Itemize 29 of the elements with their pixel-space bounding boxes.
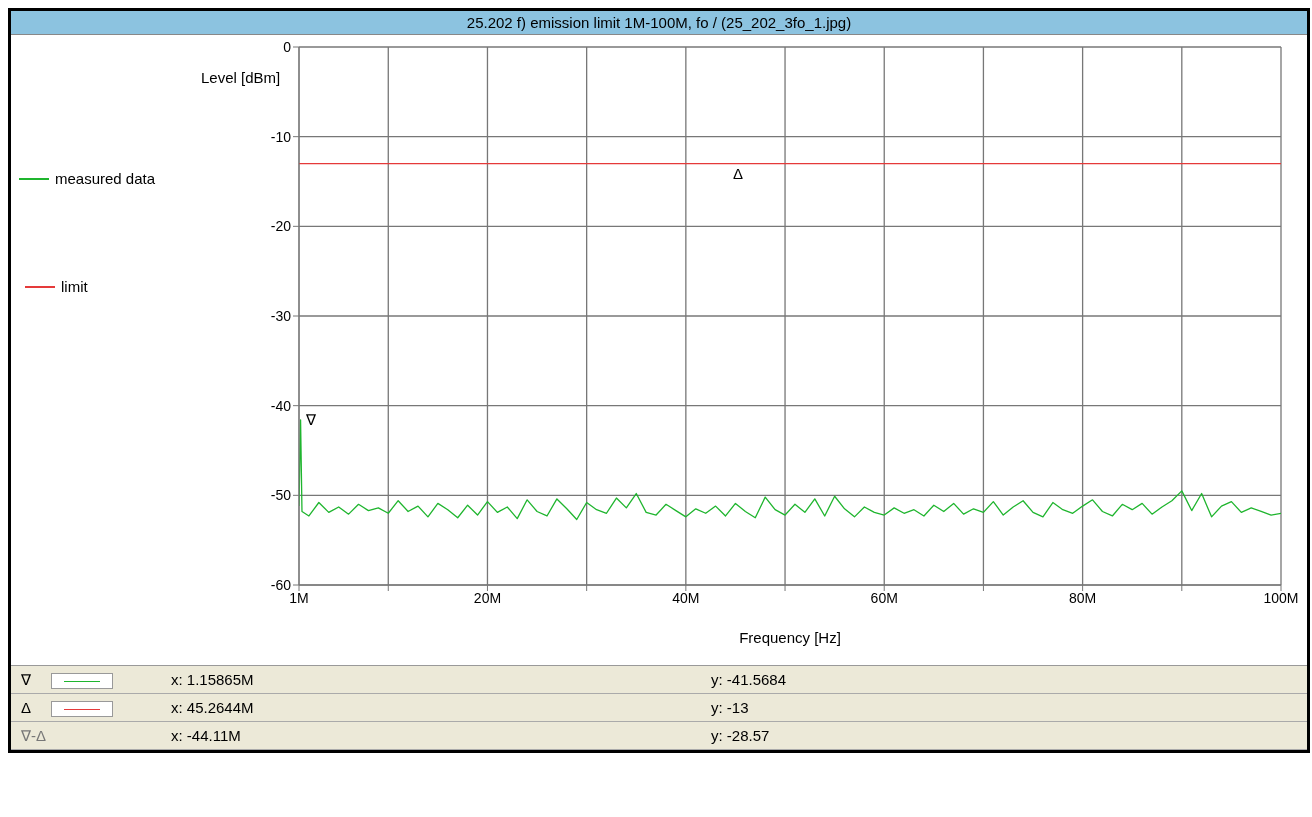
text: ∇ [20, 670, 32, 689]
legend-label: limit [61, 278, 88, 295]
text: Δ [20, 699, 33, 716]
text: x: 45.2644M [171, 699, 255, 716]
y-axis-title: Level [dBm] [201, 69, 281, 86]
text: ∇-Δ [20, 726, 47, 745]
x-tick-label: 20M [473, 589, 502, 606]
x-tick-label: 40M [672, 589, 700, 606]
y-tick-label: -10 [270, 128, 292, 145]
x-tick-label: 1M [289, 589, 309, 606]
text: x: -44.11M [171, 727, 242, 744]
text: x: 1.15865M [171, 671, 255, 688]
text: y: -13 [711, 699, 749, 716]
legend-label: measured data [55, 170, 156, 187]
y-tick-label: -40 [270, 397, 292, 414]
y-tick-label: -30 [270, 307, 292, 324]
text: y: -41.5684 [711, 671, 787, 688]
text: y: -28.57 [711, 727, 770, 744]
annotation: Δ [733, 165, 744, 183]
y-tick-label: 0 [283, 38, 292, 55]
chart-title: 25.202 f) emission limit 1M-100M, fo / (25_202_3fo_1.jpg) [11, 11, 1307, 35]
x-tick-label: 100M [1263, 589, 1299, 606]
y-tick-label: -50 [270, 487, 292, 504]
x-axis-title: Frequency [Hz] [739, 629, 841, 646]
x-tick-label: 60M [870, 589, 898, 606]
x-tick-label: 80M [1069, 589, 1097, 606]
y-tick-label: -20 [270, 218, 292, 235]
y-tick-label: -60 [270, 576, 292, 593]
annotation: ∇ [304, 411, 317, 429]
